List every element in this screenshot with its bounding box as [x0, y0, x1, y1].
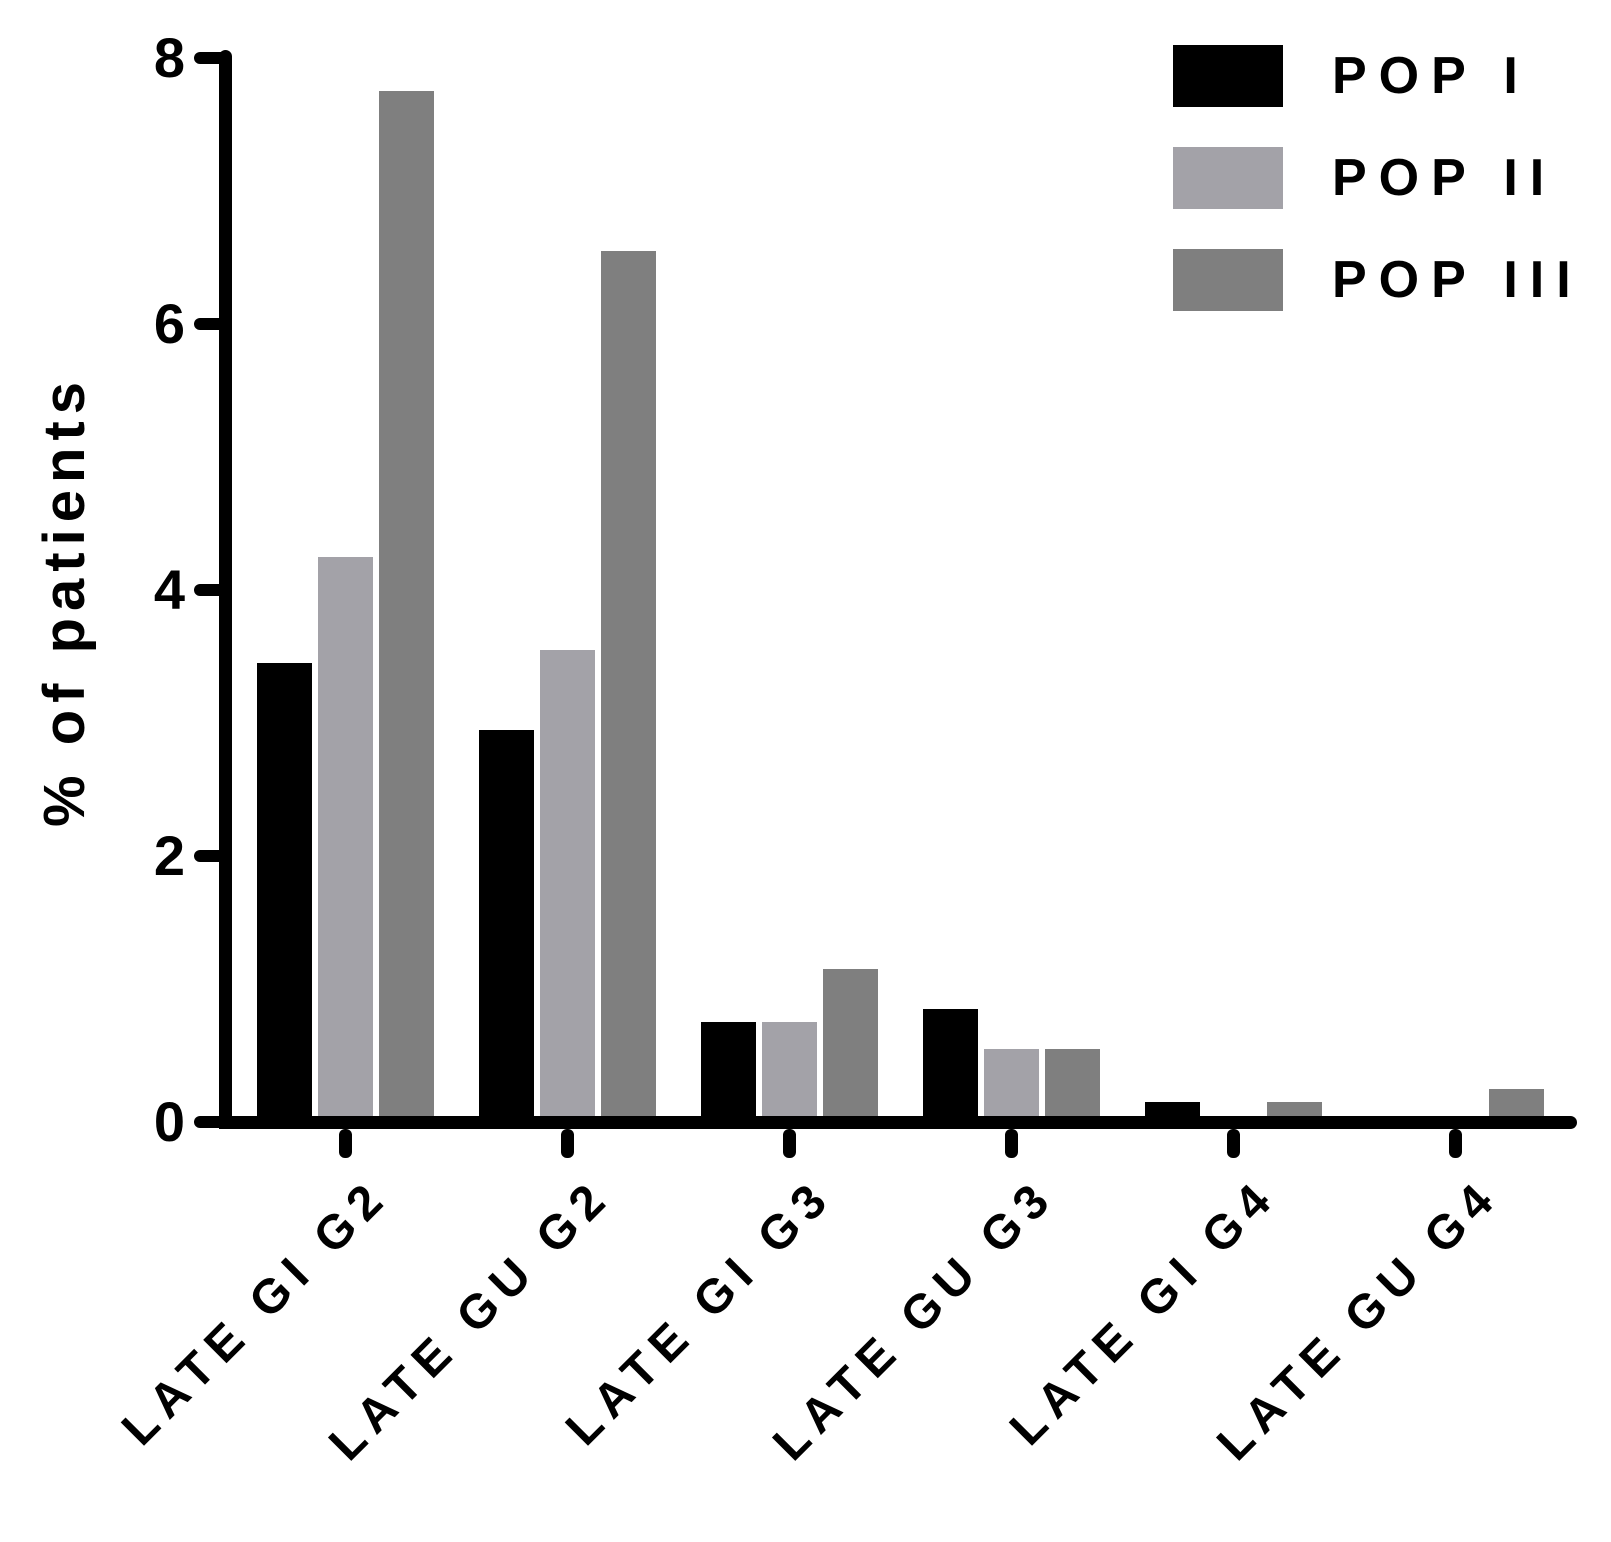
bar-pop-i-late-gu-g3	[923, 1009, 978, 1122]
x-tick	[782, 1129, 796, 1158]
x-tick	[338, 1129, 352, 1158]
legend-swatch-pop-iii	[1173, 249, 1283, 311]
y-axis-line	[219, 50, 232, 1129]
legend-swatch-pop-ii	[1173, 147, 1283, 209]
bar-pop-i-late-gi-g3	[701, 1022, 756, 1122]
x-tick	[560, 1129, 574, 1158]
bar-pop-i-late-gi-g2	[257, 663, 312, 1122]
bar-pop-i-late-gu-g2	[479, 730, 534, 1122]
legend-label-pop-i: POP I	[1332, 47, 1530, 105]
x-tick	[1004, 1129, 1018, 1158]
bar-pop-iii-late-gu-g2	[601, 251, 656, 1122]
bar-pop-ii-late-gu-g3	[984, 1049, 1039, 1122]
y-tick-label: 8	[153, 26, 186, 89]
x-tick	[1226, 1129, 1240, 1158]
y-tick-label: 2	[153, 824, 186, 887]
y-tick-label: 4	[153, 558, 186, 621]
y-tick-label: 6	[153, 292, 186, 355]
bar-pop-ii-late-gi-g3	[762, 1022, 817, 1122]
bar-pop-ii-late-gu-g2	[540, 650, 595, 1122]
bar-pop-iii-late-gi-g2	[379, 91, 434, 1122]
y-tick-label: 0	[153, 1090, 186, 1153]
legend-label-pop-ii: POP II	[1332, 149, 1557, 207]
legend-swatch-pop-i	[1173, 45, 1283, 107]
legend-label-pop-iii: POP III	[1332, 251, 1583, 309]
bar-pop-ii-late-gi-g2	[318, 557, 373, 1122]
x-axis-line	[219, 1116, 1577, 1129]
x-tick	[1448, 1129, 1462, 1158]
bar-pop-iii-late-gi-g3	[823, 969, 878, 1122]
bar-pop-iii-late-gu-g3	[1045, 1049, 1100, 1122]
